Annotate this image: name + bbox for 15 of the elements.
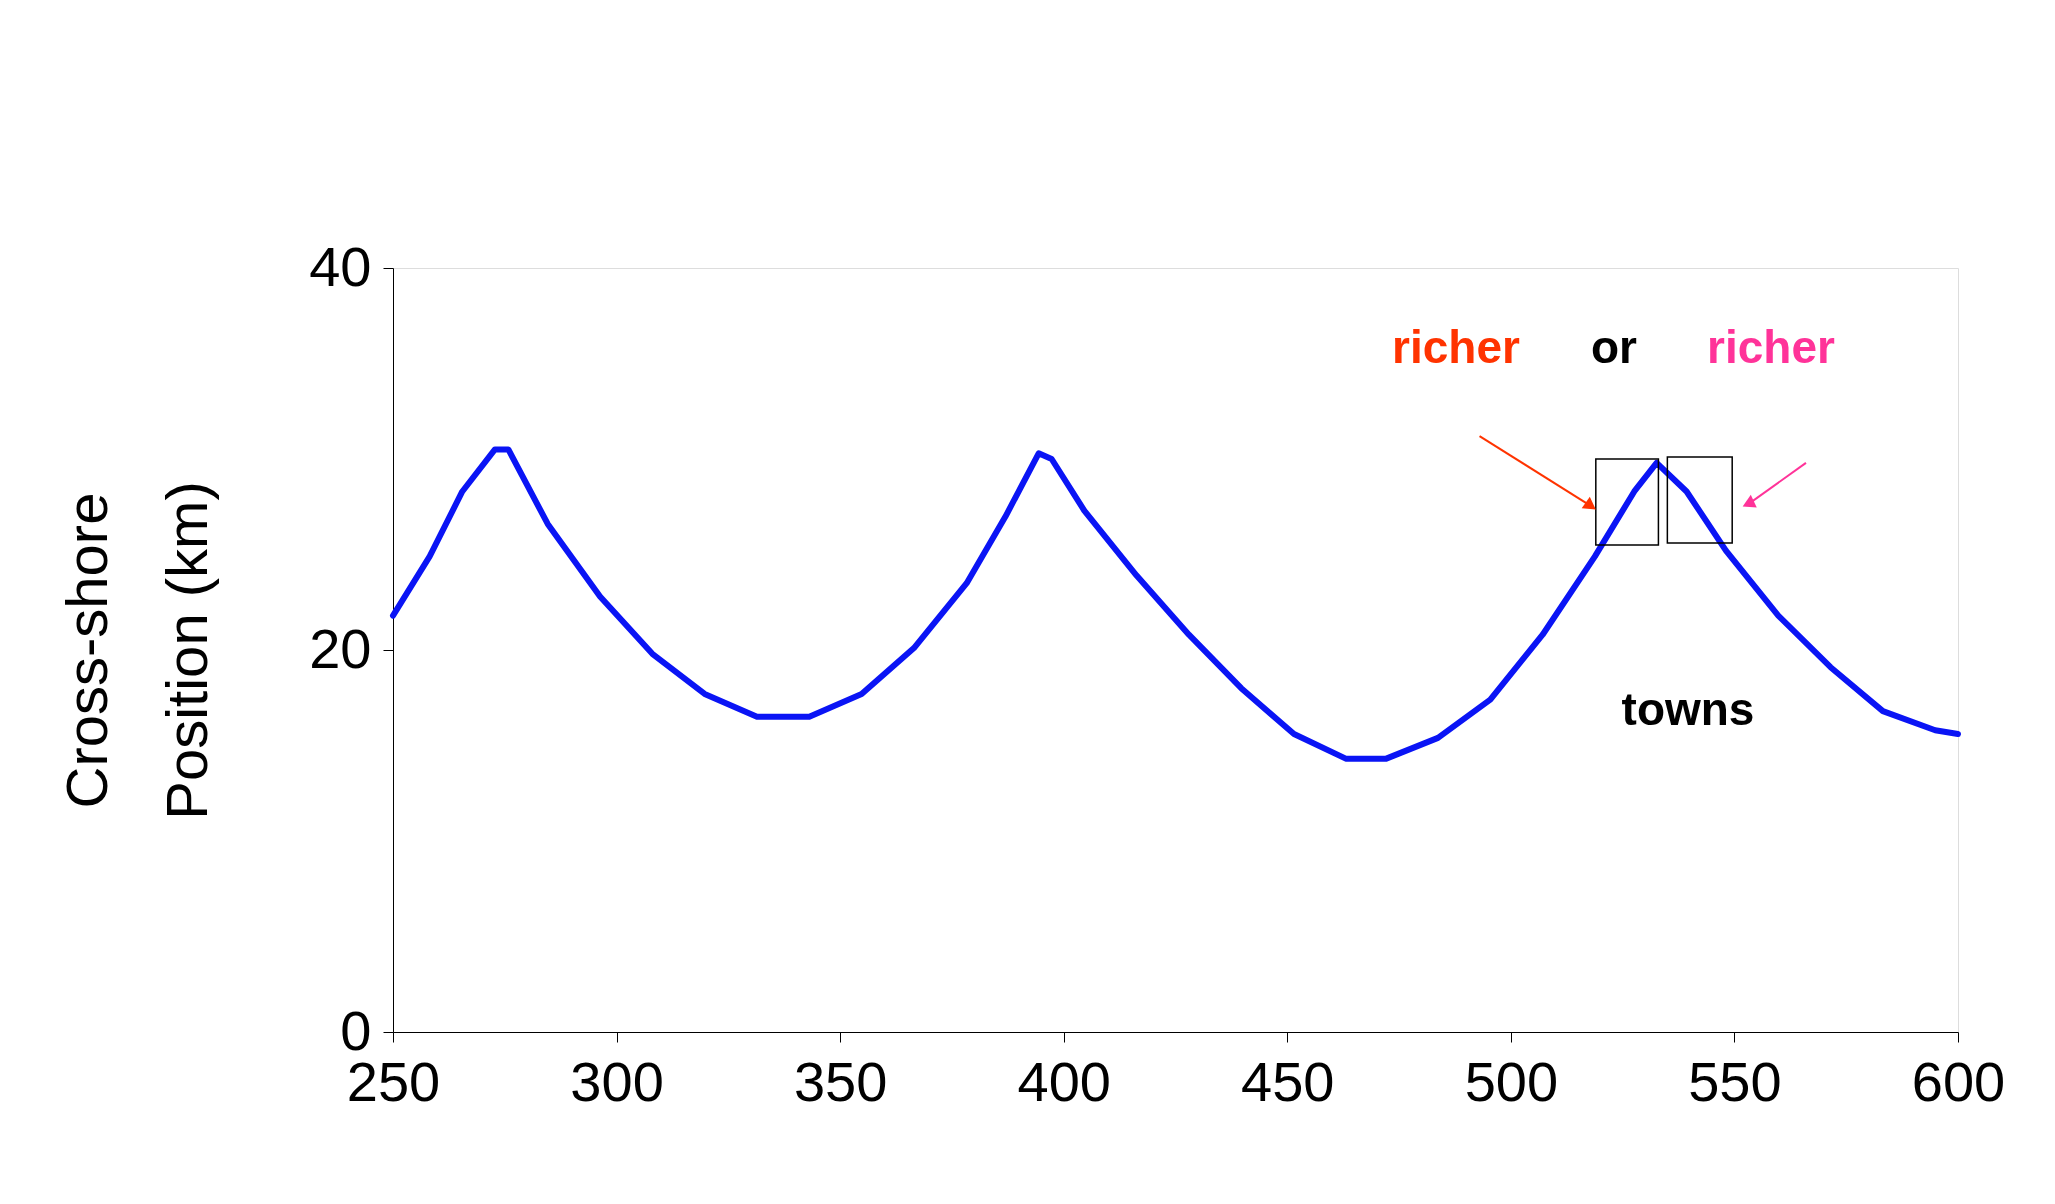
y-axis-title: Cross-shore Position (km): [54, 481, 220, 820]
x-tick-label: 300: [570, 1049, 664, 1113]
x-tick-label: 600: [1911, 1049, 2006, 1113]
annotation: richer: [1392, 321, 1521, 373]
x-tick-label: 550: [1688, 1049, 1782, 1113]
y-tick-label: 40: [309, 234, 372, 298]
y-tick-label: 0: [340, 998, 372, 1062]
x-tick-label: 450: [1241, 1049, 1335, 1113]
annotation: towns: [1621, 683, 1755, 735]
annotation: richer: [1707, 321, 1836, 373]
x-tick-label: 500: [1464, 1049, 1559, 1113]
annotation: or: [1591, 321, 1638, 373]
x-tick-label: 400: [1017, 1049, 1111, 1113]
x-tick-label: 350: [793, 1049, 888, 1113]
y-tick-label: 20: [309, 616, 372, 680]
